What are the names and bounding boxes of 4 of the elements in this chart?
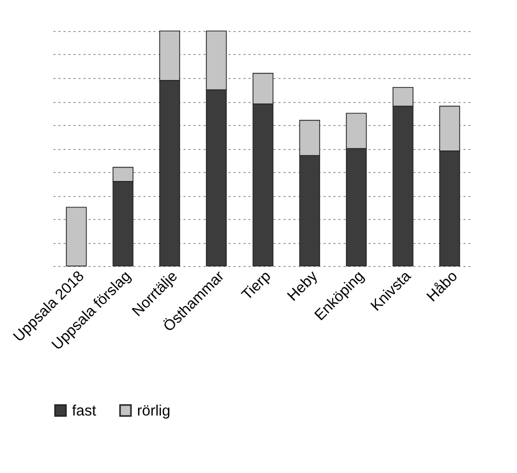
legend-label: rörlig	[137, 402, 170, 420]
x-tick-label: Tierp	[238, 268, 274, 304]
legend-label: fast	[72, 402, 98, 420]
bar	[66, 206, 87, 266]
